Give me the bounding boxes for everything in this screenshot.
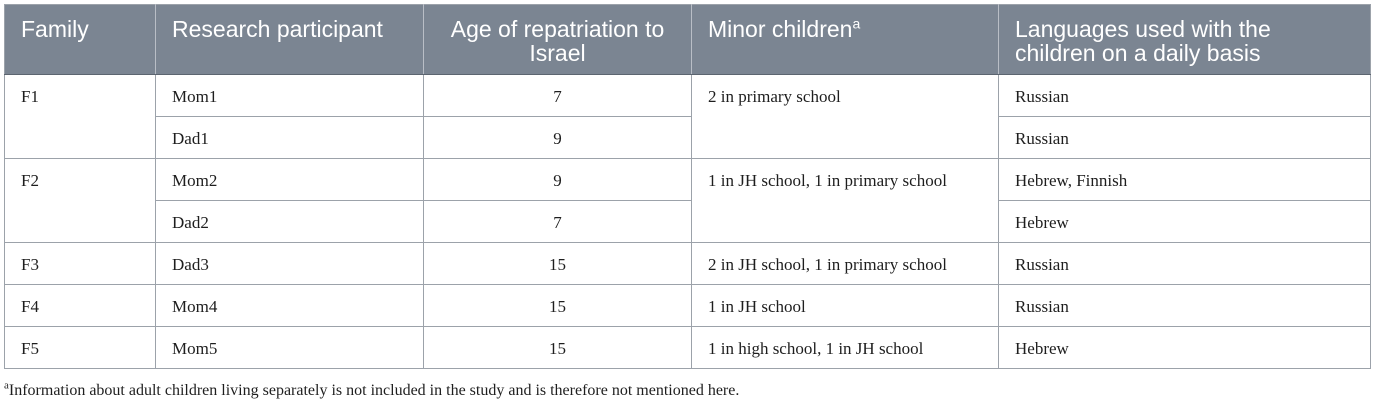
footnote-text: Information about adult children living … <box>8 382 740 399</box>
participant-cell: Mom4 <box>155 284 424 327</box>
family-cell: F3 <box>4 242 156 285</box>
header-children-footnote-marker: a <box>852 15 861 32</box>
header-participant: Research participant <box>155 4 424 75</box>
participant-cell: Dad3 <box>155 242 424 285</box>
languages-cell: Russian <box>998 116 1371 159</box>
age-cell: 15 <box>423 326 692 369</box>
table-row: F5 Mom5 15 1 in high school, 1 in JH sch… <box>4 326 1371 369</box>
age-cell: 7 <box>423 200 692 243</box>
participant-cell: Dad1 <box>155 116 424 159</box>
age-cell: 9 <box>423 116 692 159</box>
table-header: Family Research participant Age of repat… <box>4 4 1371 75</box>
table-row: Dad1 9 Russian <box>5 116 1371 159</box>
participant-cell: Mom1 <box>155 74 424 117</box>
languages-cell: Hebrew, Finnish <box>998 158 1371 201</box>
participant-cell: Mom2 <box>155 158 424 201</box>
header-children-label: Minor children <box>708 16 853 42</box>
header-family: Family <box>4 4 156 75</box>
languages-cell: Hebrew <box>998 326 1371 369</box>
family-cell: F4 <box>4 284 156 327</box>
header-age: Age of repatriation to Israel <box>423 4 692 75</box>
children-cell: 2 in primary school <box>691 74 999 159</box>
family-cell: F5 <box>4 326 156 369</box>
table-body: F1 Mom1 7 2 in primary school Russian Da… <box>4 74 1371 369</box>
table-row: Dad2 7 Hebrew <box>5 200 1371 243</box>
children-cell: 2 in JH school, 1 in primary school <box>691 242 999 285</box>
families-table: Family Research participant Age of repat… <box>4 4 1371 369</box>
children-cell: 1 in JH school <box>691 284 999 327</box>
languages-cell: Russian <box>998 74 1371 117</box>
age-cell: 9 <box>423 158 692 201</box>
languages-cell: Hebrew <box>998 200 1371 243</box>
participant-cell: Dad2 <box>155 200 424 243</box>
age-cell: 7 <box>423 74 692 117</box>
header-children: Minor childrena <box>691 4 999 75</box>
languages-cell: Russian <box>998 284 1371 327</box>
table-row: F3 Dad3 15 2 in JH school, 1 in primary … <box>4 242 1371 285</box>
family-cell: F2 <box>4 158 156 243</box>
table-row: F1 Mom1 7 2 in primary school Russian <box>4 74 1371 159</box>
participant-cell: Mom5 <box>155 326 424 369</box>
children-cell: 1 in JH school, 1 in primary school <box>691 158 999 243</box>
header-languages: Languages used with the children on a da… <box>998 4 1371 75</box>
family-cell: F1 <box>4 74 156 159</box>
footnote-marker: a <box>4 379 9 392</box>
table-row: F4 Mom4 15 1 in JH school Russian <box>4 284 1371 327</box>
languages-cell: Russian <box>998 242 1371 285</box>
age-cell: 15 <box>423 242 692 285</box>
table-row: F2 Mom2 9 1 in JH school, 1 in primary s… <box>4 158 1371 243</box>
table-footnote: aInformation about adult children living… <box>4 379 740 400</box>
age-cell: 15 <box>423 284 692 327</box>
header-row: Family Research participant Age of repat… <box>4 4 1371 75</box>
children-cell: 1 in high school, 1 in JH school <box>691 326 999 369</box>
